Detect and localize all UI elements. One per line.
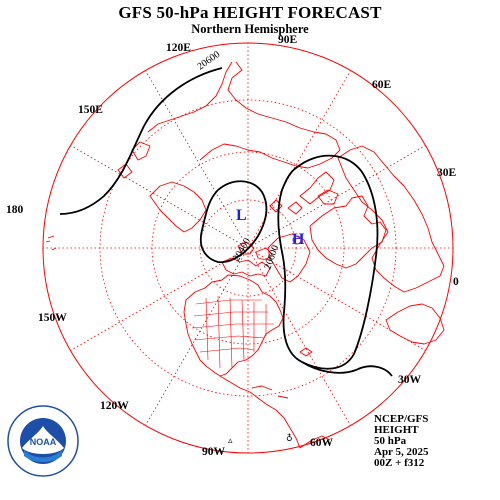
coastline-svalbard <box>269 199 303 215</box>
contour-20600-high <box>277 154 379 370</box>
info-date: Apr 5, 2025 <box>374 446 429 458</box>
lon-label-30w: 30W <box>398 374 421 386</box>
us-state-borders <box>191 295 274 369</box>
meridian-60e <box>247 70 351 249</box>
coastline-far-east <box>147 61 233 133</box>
coastline-hawaii <box>45 235 57 251</box>
coastlines <box>45 61 445 449</box>
circle-marker-icon: ♁ <box>286 433 293 444</box>
high-pressure-center: H <box>292 231 305 248</box>
meridian-150w <box>70 247 249 351</box>
lon-label-150e: 150E <box>78 104 103 116</box>
forecast-info: NCEP/GFS HEIGHT 50 hPa Apr 5, 2025 00Z +… <box>374 414 429 469</box>
contour-label-group: 20600 20400 20600 <box>195 49 281 271</box>
noaa-logo-bird-icon <box>22 426 64 454</box>
coastline-south-america <box>299 435 331 449</box>
coastline-europe <box>309 189 387 269</box>
lon-label-90e: 90E <box>278 34 298 46</box>
info-forecast-hour: 00Z + f312 <box>374 457 425 469</box>
noaa-logo-icon: NOAA <box>7 405 79 477</box>
high-center-marker <box>292 235 302 245</box>
coastline-north-america <box>183 274 284 377</box>
contour-label-20400: 20400 <box>231 236 253 263</box>
contour-20600-south <box>301 361 393 377</box>
coastline-scandinavia <box>299 171 335 205</box>
height-contours <box>59 67 393 377</box>
info-field: HEIGHT <box>374 424 419 436</box>
coastline-arctic-islands <box>221 241 273 277</box>
contour-20600-west <box>59 67 223 215</box>
lon-label-90w: 90W <box>202 446 225 458</box>
lon-label-150w: 150W <box>38 312 67 324</box>
contour-20400-low <box>199 180 268 264</box>
coastline-africa <box>385 303 445 345</box>
coastline-central-america <box>219 375 301 449</box>
lon-label-0: 0 <box>453 276 459 288</box>
lon-label-60e: 60E <box>372 79 392 91</box>
info-model: NCEP/GFS <box>374 413 429 425</box>
lon-label-180: 180 <box>6 204 24 216</box>
noaa-logo-text: NOAA <box>30 437 57 447</box>
info-level: 50 hPa <box>374 435 407 447</box>
coastline-greenland <box>267 233 311 283</box>
noaa-logo-wave-icon <box>24 450 62 462</box>
triangle-marker-icon: ▵ <box>228 436 233 446</box>
lon-label-120e: 120E <box>166 42 191 54</box>
coastline-caribbean-island <box>299 347 313 357</box>
map-title: GFS 50-hPa HEIGHT FORECAST <box>118 3 382 22</box>
coastline-japan <box>117 141 151 179</box>
low-pressure-center: L <box>236 207 247 224</box>
coastline-asia <box>337 145 445 293</box>
lon-label-120w: 120W <box>100 400 129 412</box>
lon-label-60w: 60W <box>310 437 333 449</box>
meridian-150e <box>70 145 249 249</box>
meridian-120e <box>145 70 249 249</box>
map-subtitle: Northern Hemisphere <box>191 22 309 36</box>
coastline-alaska <box>149 181 207 233</box>
coastline-siberia <box>199 61 341 169</box>
lon-label-30e: 30E <box>437 167 457 179</box>
